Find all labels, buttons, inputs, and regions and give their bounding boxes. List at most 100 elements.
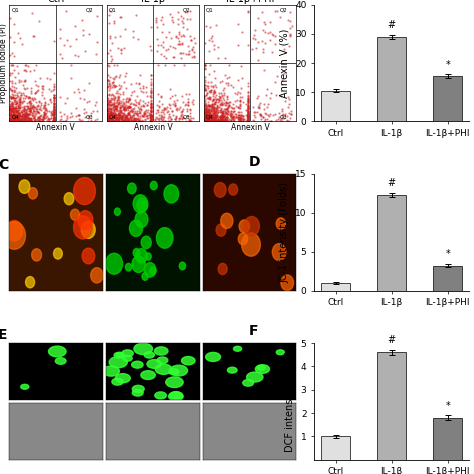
Point	[210, 89, 218, 96]
Circle shape	[281, 275, 293, 291]
Point	[220, 113, 228, 121]
Point	[18, 108, 26, 116]
Point	[7, 104, 14, 112]
Point	[6, 106, 14, 114]
Point	[26, 93, 33, 100]
Point	[26, 109, 34, 117]
Point	[245, 41, 252, 49]
Point	[50, 114, 58, 122]
Point	[50, 116, 58, 124]
Point	[237, 84, 245, 92]
Point	[125, 109, 133, 117]
Point	[216, 97, 223, 104]
Point	[229, 113, 237, 120]
X-axis label: Annexin V: Annexin V	[134, 123, 173, 132]
Point	[225, 99, 232, 107]
Point	[176, 114, 183, 122]
Point	[202, 109, 210, 117]
Point	[202, 108, 210, 116]
Point	[9, 115, 17, 122]
Point	[147, 113, 155, 120]
Point	[130, 105, 137, 113]
Point	[128, 100, 135, 107]
Point	[103, 113, 111, 121]
Point	[64, 36, 71, 44]
Point	[7, 117, 14, 125]
Point	[217, 115, 225, 123]
Point	[233, 90, 241, 98]
Point	[103, 117, 110, 124]
Point	[147, 86, 155, 94]
Point	[50, 94, 58, 102]
Point	[245, 115, 252, 123]
Point	[178, 33, 185, 40]
Point	[25, 116, 33, 124]
Point	[264, 85, 271, 92]
Point	[175, 37, 182, 45]
Point	[203, 116, 210, 124]
Circle shape	[132, 390, 143, 396]
Point	[130, 114, 137, 122]
Point	[175, 114, 183, 121]
Point	[92, 50, 100, 57]
Point	[147, 114, 155, 121]
Point	[14, 117, 21, 124]
Point	[15, 102, 22, 110]
Point	[173, 117, 180, 125]
Point	[28, 9, 36, 17]
Point	[8, 117, 16, 125]
Circle shape	[206, 352, 220, 362]
Point	[217, 112, 224, 119]
Point	[201, 106, 209, 113]
Point	[209, 116, 216, 123]
Point	[186, 117, 194, 124]
Point	[116, 110, 123, 118]
Point	[204, 111, 211, 118]
Point	[216, 117, 223, 124]
Point	[147, 99, 155, 107]
Circle shape	[182, 356, 195, 365]
Point	[107, 114, 114, 122]
Point	[56, 108, 64, 116]
Point	[286, 114, 293, 121]
Point	[105, 105, 113, 112]
Point	[6, 106, 13, 113]
Point	[184, 99, 191, 106]
Point	[50, 109, 58, 117]
Point	[221, 109, 229, 116]
Point	[202, 104, 210, 112]
Point	[245, 112, 252, 120]
Point	[6, 115, 14, 122]
Point	[285, 117, 293, 125]
Point	[21, 112, 29, 119]
Point	[130, 87, 137, 94]
Point	[203, 116, 211, 123]
Point	[131, 109, 138, 117]
Point	[105, 103, 112, 111]
Point	[50, 115, 58, 123]
Point	[79, 116, 86, 123]
Point	[237, 112, 245, 120]
Point	[20, 107, 28, 115]
Point	[6, 115, 14, 123]
Point	[227, 113, 235, 120]
Point	[10, 118, 18, 125]
X-axis label: Annexin V: Annexin V	[36, 123, 75, 132]
Point	[12, 102, 19, 110]
Point	[110, 19, 118, 27]
Point	[26, 116, 34, 124]
Point	[245, 118, 252, 125]
Point	[169, 16, 176, 24]
Point	[211, 114, 219, 122]
Point	[245, 107, 252, 115]
Point	[9, 114, 17, 121]
Point	[208, 37, 215, 45]
Point	[6, 116, 14, 123]
Point	[35, 109, 43, 117]
Point	[228, 113, 235, 121]
Point	[120, 103, 128, 111]
Point	[15, 113, 23, 120]
Point	[120, 44, 128, 51]
Point	[266, 110, 273, 118]
Point	[110, 83, 118, 91]
